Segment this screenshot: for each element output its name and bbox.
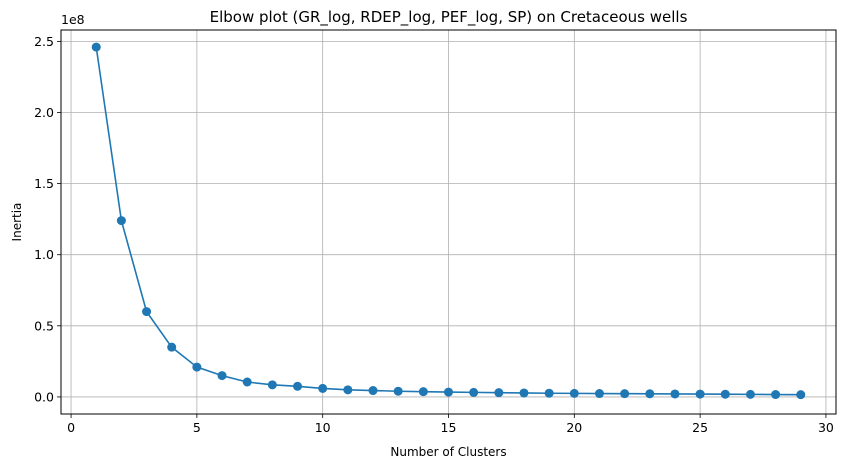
data-point-marker: [116, 216, 126, 226]
x-axis-label: Number of Clusters: [390, 445, 506, 459]
data-point-marker: [720, 389, 730, 399]
data-point-marker: [594, 389, 604, 399]
y-tick-label: 1.5: [34, 176, 54, 191]
data-point-marker: [318, 383, 328, 393]
series-layer: [91, 42, 806, 400]
data-point-marker: [745, 389, 755, 399]
data-point-marker: [771, 390, 781, 400]
data-point-marker: [368, 386, 378, 396]
data-point-marker: [192, 362, 202, 372]
data-point-marker: [569, 388, 579, 398]
data-point-marker: [167, 342, 177, 352]
data-point-marker: [796, 390, 806, 400]
data-point-marker: [469, 387, 479, 397]
data-point-marker: [242, 377, 252, 387]
data-point-marker: [670, 389, 680, 399]
y-tick-label: 0.0: [34, 389, 54, 404]
data-point-marker: [418, 387, 428, 397]
data-point-marker: [343, 385, 353, 395]
y-tick-label: 1.0: [34, 247, 54, 262]
data-point-marker: [695, 389, 705, 399]
data-point-marker: [142, 307, 152, 317]
data-point-marker: [519, 388, 529, 398]
y-axis-ticks: 0.0 0.5 1.0 1.5 2.0 2.5: [34, 34, 61, 404]
y-tick-label: 0.5: [34, 318, 54, 333]
x-tick-label: 0: [67, 420, 75, 435]
data-point-marker: [544, 388, 554, 398]
chart-title: Elbow plot (GR_log, RDEP_log, PEF_log, S…: [210, 8, 688, 27]
x-tick-label: 5: [193, 420, 201, 435]
y-tick-label: 2.0: [34, 105, 54, 120]
x-tick-label: 10: [315, 420, 331, 435]
data-point-marker: [494, 388, 504, 398]
data-point-marker: [620, 389, 630, 399]
x-axis-ticks: 0 5 10 15 20 25 30: [67, 414, 834, 435]
y-axis-label: Inertia: [10, 203, 24, 242]
data-point-marker: [267, 380, 277, 390]
data-point-marker: [645, 389, 655, 399]
data-point-marker: [91, 42, 101, 52]
data-point-marker: [393, 386, 403, 396]
data-point-marker: [293, 381, 303, 391]
data-point-marker: [217, 371, 227, 381]
x-tick-label: 20: [566, 420, 582, 435]
x-tick-label: 30: [818, 420, 834, 435]
y-tick-label: 2.5: [34, 34, 54, 49]
grid-lines: [61, 30, 836, 414]
x-tick-label: 15: [441, 420, 457, 435]
data-point-marker: [444, 387, 453, 397]
x-tick-label: 25: [692, 420, 708, 435]
y-axis-offset-label: 1e8: [61, 12, 85, 27]
